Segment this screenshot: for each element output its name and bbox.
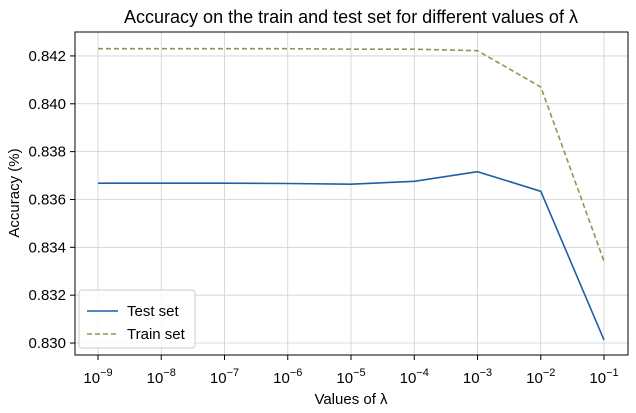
x-tick-label: 10−4 xyxy=(400,367,429,387)
y-tick-label: 0.834 xyxy=(28,239,66,256)
x-tick-label: 10−2 xyxy=(526,367,555,387)
x-tick-label: 10−1 xyxy=(589,367,618,387)
plot-series xyxy=(98,47,605,341)
y-axis-title: Accuracy (%) xyxy=(6,148,23,237)
x-tick-label: 10−3 xyxy=(463,367,492,387)
legend: Test set Train set xyxy=(78,289,196,349)
x-tick-label: 10−7 xyxy=(210,367,239,387)
chart-title: Accuracy on the train and test set for d… xyxy=(124,7,578,27)
y-tick-label: 0.838 xyxy=(28,144,66,161)
legend-label-train-set: Train set xyxy=(127,326,186,343)
y-tick-label: 0.830 xyxy=(28,335,66,352)
x-tick-label: 10−5 xyxy=(336,367,365,387)
x-tick-label: 10−9 xyxy=(83,367,112,387)
y-tick-label: 0.842 xyxy=(28,48,66,65)
y-tick-label: 0.832 xyxy=(28,287,66,304)
x-axis-title: Values of λ xyxy=(314,391,388,408)
y-tick-label: 0.840 xyxy=(28,96,66,113)
test-set-line xyxy=(98,170,605,341)
legend-label-test-set: Test set xyxy=(127,303,180,320)
x-tick-label: 10−6 xyxy=(273,367,302,387)
x-axis: 10−9 10−8 10−7 10−6 10−5 10−4 10−3 10−2 10−1 xyxy=(83,355,619,387)
train-set-line xyxy=(98,47,605,262)
y-tick-label: 0.836 xyxy=(28,191,66,208)
y-axis: 0.830 0.832 0.834 0.836 0.838 0.840 0.842 xyxy=(28,48,75,352)
x-tick-label: 10−8 xyxy=(147,367,176,387)
